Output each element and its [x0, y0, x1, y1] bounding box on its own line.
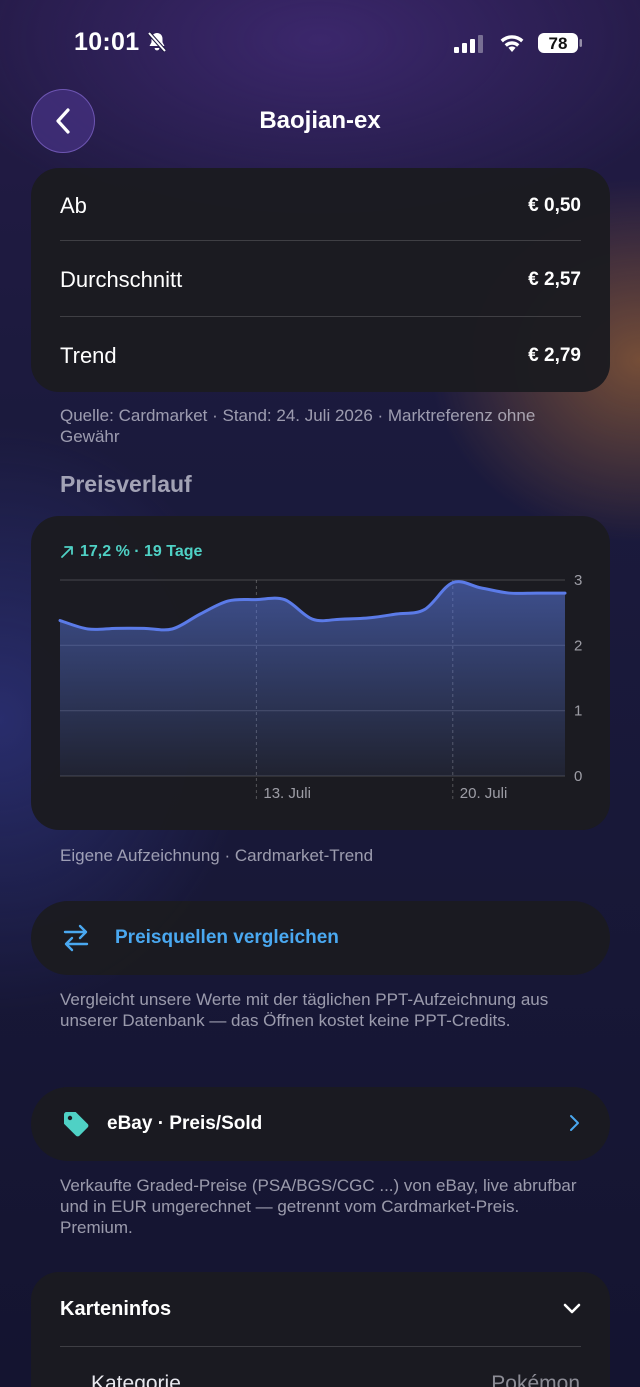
chevron-down-icon[interactable]	[562, 1302, 582, 1316]
price-value: € 0,50	[528, 195, 581, 216]
divider	[60, 240, 581, 241]
price-label: Durchschnitt	[60, 267, 183, 292]
price-value: € 2,57	[528, 269, 581, 290]
card-info-title: Karteninfos	[60, 1298, 172, 1320]
card-info-section: Karteninfos Kategorie Pokémon	[31, 1272, 610, 1387]
battery-level: 78	[548, 34, 568, 53]
compare-label: Preisquellen vergleichen	[115, 927, 339, 948]
cellular-signal-icon	[454, 35, 483, 53]
chart-line	[58, 580, 567, 632]
price-history-chart: 13. Juli 20. Juli 0 1 2 3	[58, 572, 582, 802]
section-title-price-history: Preisverlauf	[60, 471, 192, 497]
card-info-value: Pokémon	[491, 1372, 580, 1387]
chevron-left-icon	[56, 108, 70, 134]
price-source-note: Quelle: Cardmarket · Stand: 24. Juli 202…	[60, 406, 536, 446]
back-button[interactable]	[31, 89, 95, 153]
price-row-average: Durchschnitt € 2,57	[60, 242, 581, 318]
price-value: € 2,79	[528, 345, 581, 366]
price-label: Trend	[60, 343, 117, 368]
card-info-key: Kategorie	[91, 1372, 181, 1387]
status-time: 10:01	[74, 28, 140, 56]
trend-badge: 17,2 % · 19 Tage	[60, 543, 202, 561]
compare-description: Vergleicht unsere Werte mit der tägliche…	[60, 990, 549, 1030]
chart-y-tick-label: 0	[574, 768, 582, 785]
mute-bell-icon	[147, 31, 167, 53]
chart-y-tick-label: 2	[574, 637, 582, 654]
divider	[60, 1346, 581, 1347]
ebay-description: Verkaufte Graded-Preise (PSA/BGS/CGC ...…	[60, 1176, 577, 1237]
chart-y-tick-label: 1	[574, 703, 582, 720]
swap-arrows-icon	[63, 924, 89, 952]
page-title: Baojian-ex	[259, 107, 381, 134]
battery-indicator: 78	[537, 31, 583, 55]
chart-caption: Eigene Aufzeichnung · Cardmarket-Trend	[60, 846, 374, 865]
chevron-right-icon	[570, 1115, 579, 1131]
ebay-label: eBay · Preis/Sold	[107, 1113, 263, 1134]
chart-y-tick-label: 3	[574, 572, 582, 589]
chart-area	[60, 581, 565, 776]
price-tag-icon	[64, 1112, 89, 1137]
price-row-from: Ab € 0,50	[60, 168, 581, 244]
arrow-up-right-icon	[61, 546, 73, 558]
ebay-price-sold-button[interactable]: eBay · Preis/Sold	[31, 1087, 610, 1161]
divider	[60, 316, 581, 317]
wifi-icon	[500, 35, 524, 52]
chart-x-tick-label: 13. Juli	[263, 785, 311, 802]
price-label: Ab	[60, 193, 87, 218]
price-row-trend: Trend € 2,79	[60, 318, 581, 394]
price-card: Ab € 0,50 Durchschnitt € 2,57 Trend € 2,…	[31, 168, 610, 392]
compare-price-sources-button[interactable]: Preisquellen vergleichen	[31, 901, 610, 975]
chart-x-tick-label: 20. Juli	[460, 785, 508, 802]
trend-label: 17,2 % · 19 Tage	[80, 543, 203, 560]
